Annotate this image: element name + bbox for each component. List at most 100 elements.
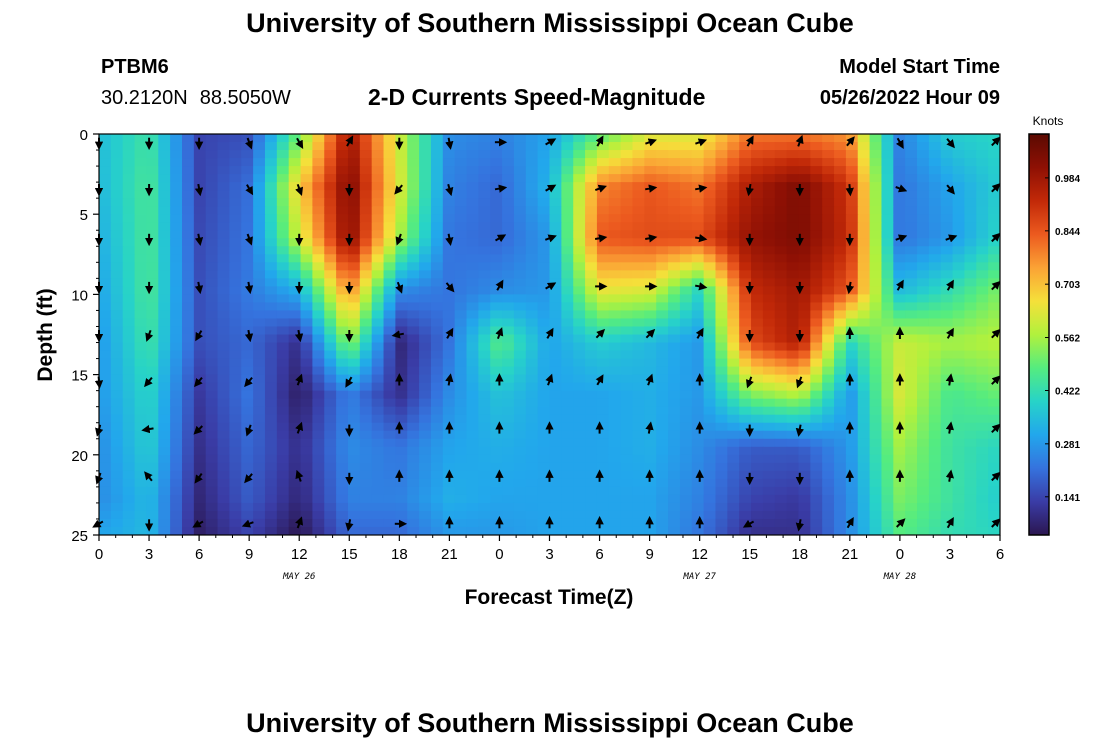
heatmap-cell [869, 262, 883, 271]
heatmap-cell [727, 230, 740, 239]
heatmap-cell [585, 326, 598, 336]
heatmap-cell [205, 470, 219, 480]
heatmap-cell [928, 398, 942, 408]
heatmap-cell [632, 494, 645, 504]
heatmap-cell [466, 246, 479, 255]
heatmap-cell [158, 478, 171, 488]
heatmap-cell [644, 166, 657, 175]
heatmap-cell [99, 478, 112, 488]
heatmap-cell [490, 262, 503, 271]
heatmap-cell [762, 166, 776, 175]
heatmap-cell [869, 486, 883, 496]
heatmap-cell [762, 446, 776, 456]
heatmap-cell [193, 446, 207, 456]
heatmap-cell [288, 366, 302, 376]
current-arrow [395, 281, 404, 294]
heatmap-cell [845, 150, 859, 159]
heatmap-cell [217, 238, 231, 247]
heatmap-cell [608, 422, 622, 432]
heatmap-cell [253, 142, 266, 151]
heatmap-cell [751, 518, 764, 528]
heatmap-cell [940, 414, 954, 424]
heatmap-cell [727, 238, 740, 247]
heatmap-cell [928, 486, 942, 496]
heatmap-cell [549, 246, 562, 255]
heatmap-cell [110, 286, 124, 295]
heatmap-cell [347, 414, 361, 424]
x-tick-label: 12 [291, 546, 308, 563]
heatmap-cell [952, 334, 966, 344]
heatmap-cell [502, 254, 515, 263]
heatmap-cell [905, 478, 918, 488]
heatmap-cell [359, 398, 373, 408]
heatmap-cell [608, 150, 622, 159]
heatmap-cell [691, 366, 705, 376]
heatmap-cell [217, 246, 231, 255]
heatmap-cell [205, 230, 219, 239]
heatmap-cell [181, 454, 195, 464]
heatmap-cell [229, 326, 242, 336]
heatmap-cell [893, 190, 906, 199]
heatmap-cell [668, 422, 681, 432]
heatmap-cell [419, 270, 432, 279]
heatmap-cell [940, 238, 954, 247]
heatmap-cell [585, 406, 598, 416]
heatmap-cell [217, 382, 231, 392]
heatmap-cell [679, 390, 693, 400]
heatmap-cell [99, 390, 112, 400]
heatmap-cell [466, 366, 479, 376]
heatmap-cell [691, 422, 705, 432]
heatmap-cell [110, 158, 124, 167]
heatmap-cell [513, 446, 527, 456]
heatmap-cell [881, 150, 894, 159]
heatmap-cell [371, 398, 385, 408]
heatmap-cell [834, 294, 847, 304]
heatmap-cell [359, 502, 373, 512]
heatmap-cell [952, 134, 966, 143]
heatmap-cell [810, 430, 823, 440]
heatmap-cell [336, 494, 349, 504]
heatmap-cell [110, 238, 124, 247]
heatmap-cell [656, 230, 669, 239]
heatmap-cell [264, 430, 278, 440]
heatmap-cell [810, 222, 823, 231]
heatmap-cell [276, 182, 290, 191]
heatmap-cell [205, 478, 219, 488]
heatmap-cell [324, 406, 337, 416]
heatmap-cell [442, 246, 456, 255]
heatmap-cell [336, 158, 349, 167]
heatmap-cell [620, 462, 634, 472]
heatmap-cell [596, 350, 610, 360]
heatmap-cell [229, 206, 242, 215]
heatmap-cell [905, 526, 918, 535]
heatmap-cell [620, 278, 634, 287]
heatmap-cell [407, 278, 420, 287]
heatmap-cell [561, 462, 574, 472]
heatmap-cell [146, 462, 159, 472]
heatmap-cell [300, 406, 313, 416]
heatmap-cell [632, 310, 645, 320]
heatmap-cell [691, 414, 705, 424]
heatmap-cell [395, 286, 408, 295]
heatmap-cell [727, 358, 740, 368]
heatmap-cell [478, 134, 491, 143]
heatmap-cell [454, 374, 468, 384]
heatmap-cell [762, 486, 776, 496]
heatmap-cell [217, 142, 231, 151]
heatmap-cell [561, 310, 574, 320]
heatmap-cell [217, 230, 231, 239]
heatmap-cell [786, 206, 800, 215]
heatmap-cell [656, 182, 669, 191]
heatmap-cell [608, 222, 622, 231]
heatmap-cell [751, 230, 764, 239]
heatmap-cell [383, 430, 396, 440]
heatmap-cell [170, 374, 183, 384]
heatmap-cell [122, 206, 136, 215]
heatmap-cell [561, 246, 574, 255]
heatmap-cell [952, 150, 966, 159]
heatmap-cell [573, 430, 586, 440]
heatmap-cell [312, 526, 325, 535]
heatmap-cell [110, 478, 124, 488]
heatmap-cell [288, 478, 302, 488]
current-arrow [545, 282, 557, 291]
